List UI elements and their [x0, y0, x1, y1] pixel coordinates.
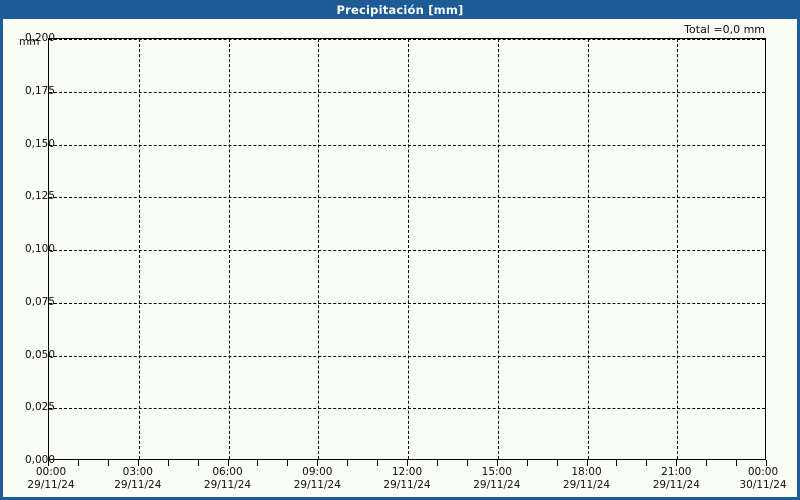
vertical-gridline [228, 39, 230, 459]
x-axis-tick-time: 21:00 [661, 466, 692, 478]
x-axis-tick-time: 09:00 [302, 466, 333, 478]
x-axis-tick-date: 29/11/24 [114, 479, 162, 491]
x-axis-tick-mark [77, 460, 79, 466]
horizontal-gridline [49, 250, 765, 251]
vertical-gridline [138, 39, 140, 459]
x-axis-tick-label: 18:00 29/11/24 [563, 466, 610, 492]
x-axis-tick-date: 29/11/24 [652, 479, 700, 491]
y-axis-tick-label: 0,200 [24, 32, 55, 44]
horizontal-gridline [49, 91, 765, 93]
x-axis-tick-time: 15:00 [481, 466, 512, 478]
x-axis-tick-label: 06:00 29/11/24 [204, 466, 251, 492]
x-axis-tick-mark [436, 460, 438, 466]
x-axis-tick-time: 00:00 [747, 466, 779, 478]
x-axis-tick-label: 03:00 29/11/24 [114, 466, 161, 492]
x-axis-tick-mark [766, 460, 767, 466]
x-axis-tick-mark [167, 460, 169, 466]
y-axis-tick-label: 0,175 [24, 84, 55, 97]
x-axis-tick-mark [137, 460, 139, 466]
y-axis-tick-label: 0,050 [24, 348, 55, 361]
total-annotation: Total =0,0 mm [684, 23, 765, 36]
x-axis-tick-time: 06:00 [212, 466, 243, 478]
x-axis-tick-mark [48, 460, 49, 466]
x-axis-tick-mark [287, 460, 289, 466]
x-axis-tick-label: 09:00 29/11/24 [294, 466, 341, 492]
x-axis-tick-date: 30/11/24 [739, 479, 787, 491]
y-axis-tick-label: 0,000 [24, 454, 55, 466]
horizontal-gridline [49, 355, 765, 357]
x-axis-tick-label: 15:00 29/11/24 [473, 466, 520, 492]
x-axis-tick-mark [407, 460, 408, 466]
x-axis-tick-mark [646, 460, 648, 466]
x-axis-tick-time: 12:00 [391, 466, 423, 478]
y-axis-tick-label: 0,025 [24, 401, 55, 414]
y-axis-tick-label: 0,125 [24, 190, 55, 203]
page-title: Precipitación [mm] [336, 2, 464, 17]
plot-area [48, 38, 766, 460]
x-axis-tick-label: 00:00 29/11/24 [27, 466, 74, 492]
vertical-gridline [587, 39, 589, 459]
x-axis-tick-mark [377, 460, 379, 466]
window-title-bar: Precipitación [mm] [3, 0, 797, 19]
x-axis-tick-mark [496, 460, 498, 466]
x-axis-tick-date: 29/11/24 [562, 479, 611, 491]
horizontal-gridline [49, 39, 765, 40]
x-axis-tick-date: 29/11/24 [383, 479, 431, 491]
x-axis-tick-date: 29/11/24 [293, 479, 341, 491]
x-axis-tick-mark [227, 460, 229, 466]
y-axis-tick-label: 0,075 [24, 295, 55, 308]
horizontal-gridline [49, 144, 765, 146]
horizontal-gridline [49, 302, 765, 304]
x-axis-tick-label: 21:00 29/11/24 [653, 466, 700, 492]
x-axis-tick-mark [197, 460, 199, 466]
x-axis-tick-label: 12:00 29/11/24 [383, 466, 430, 492]
x-axis-tick-mark [466, 460, 468, 466]
x-axis-tick-time: 18:00 [571, 466, 602, 478]
x-axis-tick-mark [616, 460, 618, 466]
x-axis-tick-mark [556, 460, 558, 466]
vertical-gridline [677, 39, 679, 459]
y-axis-tick-label: 0,150 [24, 137, 55, 150]
x-axis-tick-date: 29/11/24 [27, 479, 75, 491]
x-axis-tick-mark [317, 460, 319, 466]
x-axis-tick-mark [257, 460, 259, 466]
vertical-gridline [318, 39, 320, 459]
x-axis-tick-mark [706, 460, 708, 466]
x-axis-tick-date: 29/11/24 [203, 479, 252, 491]
x-axis-tick-mark [586, 460, 588, 466]
x-axis-tick-mark [676, 460, 678, 466]
horizontal-gridline [49, 197, 765, 199]
x-axis-tick-date: 29/11/24 [473, 479, 521, 491]
vertical-gridline [497, 39, 499, 459]
y-axis-unit-label: mm [19, 36, 40, 48]
y-axis-tick-label: 0,100 [24, 243, 55, 255]
x-axis-tick-label: 00:00 30/11/24 [739, 466, 786, 492]
x-axis-tick-mark [107, 460, 109, 466]
x-axis-tick-mark [526, 460, 528, 466]
vertical-gridline [408, 39, 409, 459]
x-axis-tick-time: 00:00 [35, 466, 67, 478]
x-axis-tick-mark [347, 460, 349, 466]
x-axis-tick-time: 03:00 [122, 466, 153, 478]
horizontal-gridline [49, 408, 765, 410]
x-axis-tick-mark [736, 460, 738, 466]
